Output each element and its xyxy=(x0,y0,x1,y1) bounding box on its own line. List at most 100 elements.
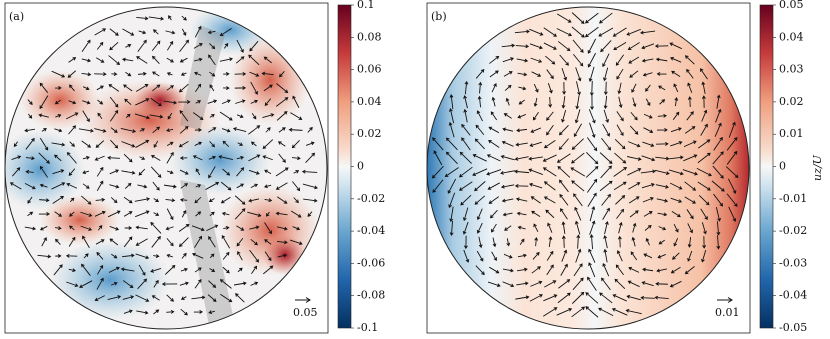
velocity-arrow xyxy=(195,168,201,176)
velocity-arrow xyxy=(700,208,708,221)
velocity-arrow xyxy=(209,211,215,217)
velocity-arrow xyxy=(109,238,119,246)
velocity-arrow xyxy=(557,41,571,52)
velocity-arrow xyxy=(671,70,681,77)
velocity-arrow xyxy=(262,155,273,161)
velocity-arrow xyxy=(249,249,259,263)
colorbar-tick-label: -0.05 xyxy=(779,321,807,334)
velocity-arrow xyxy=(616,68,624,80)
velocity-arrow xyxy=(180,308,188,316)
velocity-arrow xyxy=(629,125,639,135)
velocity-arrow xyxy=(570,167,586,177)
velocity-arrow xyxy=(109,41,119,51)
velocity-arrow xyxy=(290,112,303,120)
velocity-arrow xyxy=(658,226,667,231)
velocity-arrow xyxy=(488,196,499,204)
velocity-arrow xyxy=(209,71,216,77)
velocity-arrow xyxy=(586,152,599,165)
velocity-arrow xyxy=(192,155,203,161)
velocity-arrow xyxy=(180,72,187,76)
velocity-arrow xyxy=(276,226,288,231)
velocity-arrow xyxy=(109,169,120,175)
field-b xyxy=(427,7,749,329)
velocity-arrow xyxy=(248,154,261,162)
velocity-arrow xyxy=(728,178,737,194)
velocity-arrow xyxy=(251,113,257,120)
velocity-arrow xyxy=(715,108,722,123)
velocity-arrow xyxy=(153,254,160,258)
velocity-arrow xyxy=(670,266,681,274)
velocity-arrow xyxy=(529,182,543,189)
velocity-arrow xyxy=(686,68,694,79)
velocity-arrow xyxy=(711,180,725,192)
velocity-arrow xyxy=(670,140,683,147)
velocity-arrow xyxy=(180,267,188,272)
velocity-arrow xyxy=(125,113,131,119)
velocity-arrow xyxy=(698,194,710,206)
velocity-arrow xyxy=(9,182,22,190)
reference-arrow xyxy=(717,297,733,303)
velocity-arrow xyxy=(517,72,528,77)
velocity-arrow xyxy=(502,268,514,273)
velocity-arrow xyxy=(97,99,104,105)
velocity-arrow xyxy=(670,127,682,133)
velocity-arrow xyxy=(55,86,62,90)
velocity-arrow xyxy=(601,137,612,151)
velocity-arrow xyxy=(81,72,92,77)
velocity-arrow xyxy=(135,84,149,92)
velocity-arrow xyxy=(449,220,454,237)
velocity-arrow xyxy=(587,38,597,54)
velocity-arrow xyxy=(151,295,160,301)
velocity-arrow xyxy=(291,156,301,161)
velocity-arrow xyxy=(82,86,90,91)
velocity-arrow xyxy=(137,278,148,290)
velocity-arrow xyxy=(180,183,188,189)
velocity-arrow xyxy=(614,138,626,150)
velocity-arrow xyxy=(669,155,684,160)
velocity-arrow xyxy=(528,168,543,175)
velocity-arrow xyxy=(712,151,724,165)
velocity-arrow xyxy=(38,212,51,216)
velocity-arrow xyxy=(514,169,530,174)
velocity-arrow xyxy=(488,140,500,148)
velocity-arrow xyxy=(701,81,706,94)
velocity-arrow xyxy=(686,209,694,220)
velocity-arrow xyxy=(542,167,557,177)
velocity-arrow xyxy=(121,170,136,175)
velocity-arrow xyxy=(501,140,514,147)
colorbar-tick-label: -0.1 xyxy=(357,321,378,334)
velocity-arrow xyxy=(476,208,483,221)
velocity-arrow xyxy=(533,83,539,93)
velocity-arrow xyxy=(530,280,543,287)
velocity-arrow xyxy=(138,30,147,35)
velocity-arrow xyxy=(68,268,77,273)
velocity-arrow xyxy=(448,192,456,209)
velocity-arrow xyxy=(673,238,679,247)
velocity-arrow xyxy=(502,281,515,288)
velocity-arrow xyxy=(599,12,613,24)
velocity-arrow xyxy=(533,223,539,233)
velocity-arrow xyxy=(166,128,174,133)
velocity-arrow xyxy=(586,178,598,193)
velocity-arrow xyxy=(135,294,150,302)
velocity-arrow xyxy=(598,307,614,317)
velocity-arrow xyxy=(585,306,599,318)
velocity-arrow xyxy=(500,154,515,161)
velocity-arrow xyxy=(149,114,164,119)
velocity-arrow xyxy=(477,95,482,108)
velocity-arrow xyxy=(702,236,707,249)
panel-label: (b) xyxy=(431,10,447,23)
velocity-arrow xyxy=(604,221,609,235)
velocity-arrow xyxy=(576,81,581,96)
velocity-arrow xyxy=(682,169,699,176)
velocity-arrow xyxy=(530,57,543,63)
velocity-arrow xyxy=(262,113,275,118)
velocity-arrow xyxy=(625,308,642,315)
velocity-arrow xyxy=(233,281,247,286)
velocity-arrow xyxy=(572,277,584,291)
velocity-arrow xyxy=(472,154,487,162)
velocity-arrow xyxy=(261,71,274,76)
velocity-arrow xyxy=(547,222,553,233)
velocity-arrow xyxy=(66,182,78,189)
velocity-arrow xyxy=(632,97,637,108)
